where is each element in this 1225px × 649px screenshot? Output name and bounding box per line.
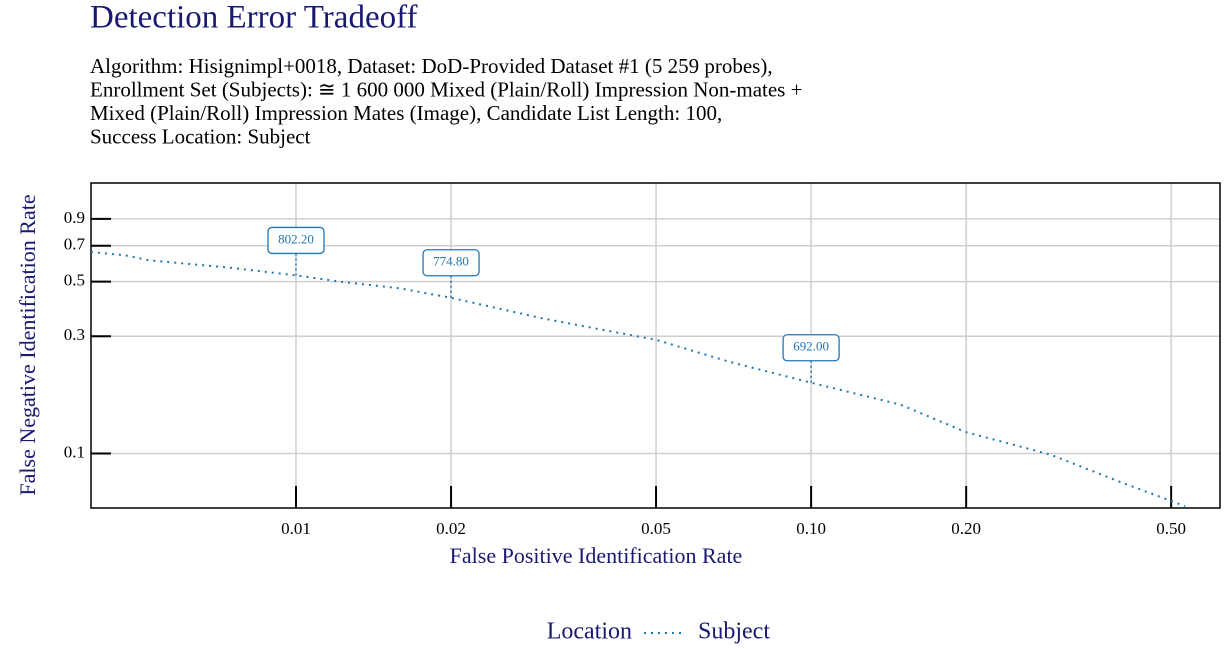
chart-title: Detection Error Tradeoff: [90, 0, 417, 36]
y-tick-label: 0.1: [64, 442, 85, 461]
x-axis-label: False Positive Identification Rate: [450, 543, 743, 568]
subtitle: Success Location: Subject: [90, 124, 311, 148]
legend-title: Location: [547, 619, 632, 645]
annotation-box: [782, 334, 840, 362]
annotation-label: 774.80: [433, 254, 469, 269]
y-tick-label: 0.5: [64, 271, 85, 290]
annotation-label: 802.20: [278, 231, 314, 246]
y-tick-label: 0.3: [64, 325, 85, 344]
x-tick-label: 0.01: [281, 519, 311, 538]
plot-frame: [90, 182, 1221, 509]
x-tick-label: 0.50: [1156, 519, 1186, 538]
annotation-label: 692.00: [793, 339, 829, 354]
y-tick-label: 0.9: [64, 208, 85, 227]
legend-label: Subject: [698, 619, 770, 645]
y-axis-label: False Negative Identification Rate: [15, 194, 40, 495]
x-tick-label: 0.20: [951, 519, 981, 538]
x-tick-label: 0.10: [796, 519, 826, 538]
annotation-box: [422, 249, 480, 277]
subtitle: Algorithm: Hisignimpl+0018, Dataset: DoD…: [90, 54, 773, 78]
x-tick-label: 0.05: [641, 519, 671, 538]
annotation-box: [267, 226, 325, 255]
subtitle: Enrollment Set (Subjects): ≅ 1 600 000 M…: [90, 77, 802, 101]
x-tick-label: 0.02: [436, 519, 466, 538]
y-tick-label: 0.7: [64, 235, 86, 254]
series-line: [90, 251, 1186, 508]
subtitle: Mixed (Plain/Roll) Impression Mates (Ima…: [90, 101, 722, 125]
